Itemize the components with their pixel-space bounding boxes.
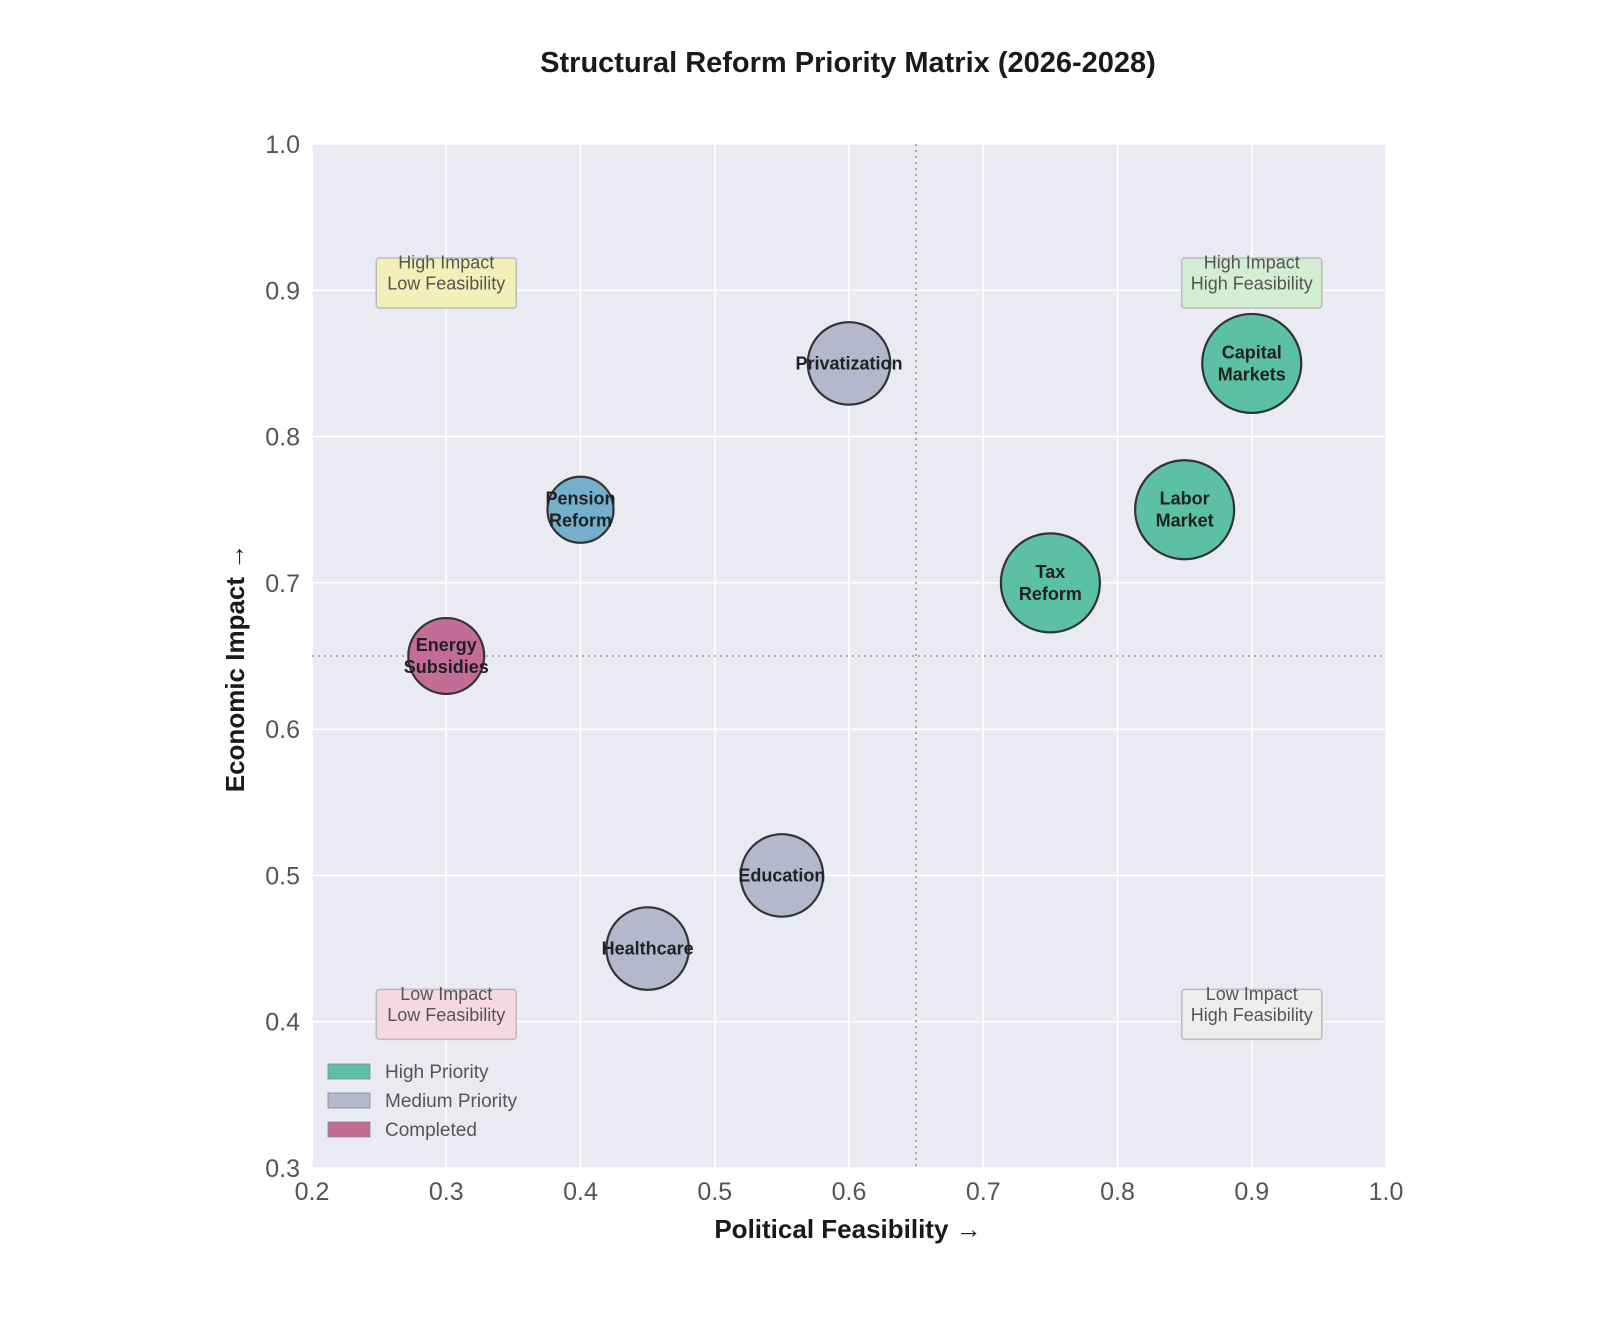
quadrant-label: Low Impact High Feasibility <box>1191 984 1313 1025</box>
quadrant-label: High Impact High Feasibility <box>1191 252 1313 293</box>
bubble-point <box>1201 312 1303 415</box>
text-line: High Impact <box>398 252 494 272</box>
legend-swatch <box>327 1121 371 1138</box>
bubble-point <box>806 321 892 406</box>
text-line: High Feasibility <box>1191 1005 1313 1025</box>
quadrant-label-box <box>1181 988 1323 1041</box>
quadrant-label-box <box>375 988 517 1041</box>
bubble-label: Healthcare <box>602 939 694 959</box>
legend-label: High Priority <box>385 1062 489 1083</box>
text-line: Capital <box>1222 342 1282 362</box>
text-line: Labor <box>1160 489 1210 509</box>
x-tick-label: 0.3 <box>429 1178 464 1206</box>
y-tick-label: 0.9 <box>265 277 300 305</box>
y-tick-label: 0.3 <box>265 1155 300 1183</box>
text-line: Reform <box>1019 584 1082 604</box>
text-line: High Feasibility <box>1191 273 1313 293</box>
x-tick-label: 0.7 <box>966 1178 1001 1206</box>
bubble-label: Energy Subsidies <box>404 635 489 677</box>
plot-area: 0.2 0.3 0.4 0.5 0.6 0.7 0.8 0.9 1.00.30.40.50.60… <box>265 131 1403 1206</box>
x-tick-label: 0.4 <box>563 1178 598 1206</box>
text-line: Low Impact <box>1206 984 1298 1004</box>
bubble-label: Labor Market <box>1156 489 1214 531</box>
x-tick-label: 0.9 <box>1234 1178 1269 1206</box>
bubble-label: Pension Reform <box>545 489 615 531</box>
text-line: Tax <box>1036 562 1066 582</box>
y-tick-label: 1.0 <box>265 131 300 159</box>
y-tick-label: 0.8 <box>265 424 300 452</box>
x-axis-label: Political Feasibility → <box>714 1214 981 1244</box>
text-line: High Impact <box>1204 252 1300 272</box>
bubble-point <box>546 475 615 544</box>
bubble-label: Privatization <box>795 353 902 373</box>
bubble-point <box>1134 459 1236 561</box>
x-tick-label: 0.6 <box>832 1178 867 1206</box>
bubble-label: Tax Reform <box>1019 562 1082 604</box>
y-tick-label: 0.7 <box>265 570 300 598</box>
text-line: Market <box>1156 511 1214 531</box>
text-line: Subsidies <box>404 657 489 677</box>
legend-swatch <box>327 1063 371 1080</box>
text-line: Pension <box>545 489 615 509</box>
legend-swatch <box>327 1092 371 1109</box>
y-tick-label: 0.6 <box>265 716 300 744</box>
bubble-point <box>407 616 486 696</box>
bubble-point <box>605 906 690 991</box>
y-tick-label: 0.4 <box>265 1009 300 1037</box>
y-tick-label: 0.5 <box>265 862 300 890</box>
text-line: Healthcare <box>602 939 694 959</box>
legend-label: Completed <box>385 1120 477 1141</box>
quadrant-label: High Impact Low Feasibility <box>387 252 505 293</box>
quadrant-label-box <box>1181 257 1323 309</box>
x-tick-label: 0.2 <box>295 1178 330 1206</box>
x-tick-label: 0.5 <box>697 1178 732 1206</box>
bubble-point <box>739 833 825 918</box>
text-line: Low Feasibility <box>387 1005 505 1025</box>
text-line: Reform <box>549 511 612 531</box>
y-axis-label: Economic Impact → <box>220 544 250 793</box>
text-line: Privatization <box>795 353 902 373</box>
text-line: Energy <box>416 635 477 655</box>
x-tick-label: 1.0 <box>1369 1178 1404 1206</box>
legend-label: Medium Priority <box>385 1091 517 1112</box>
text-line: Education <box>738 865 825 885</box>
text-line: Low Impact <box>400 984 492 1004</box>
text-line: Markets <box>1218 364 1286 384</box>
bubble-label: Capital Markets <box>1218 342 1286 384</box>
quadrant-label-box <box>375 257 517 309</box>
chart-title: Structural Reform Priority Matrix (2026-… <box>540 47 1156 79</box>
quadrant-label: Low Impact Low Feasibility <box>387 984 505 1025</box>
bubble-point <box>999 532 1101 634</box>
text-line: Low Feasibility <box>387 273 505 293</box>
x-tick-label: 0.8 <box>1100 1178 1135 1206</box>
bubble-label: Education <box>738 865 825 885</box>
